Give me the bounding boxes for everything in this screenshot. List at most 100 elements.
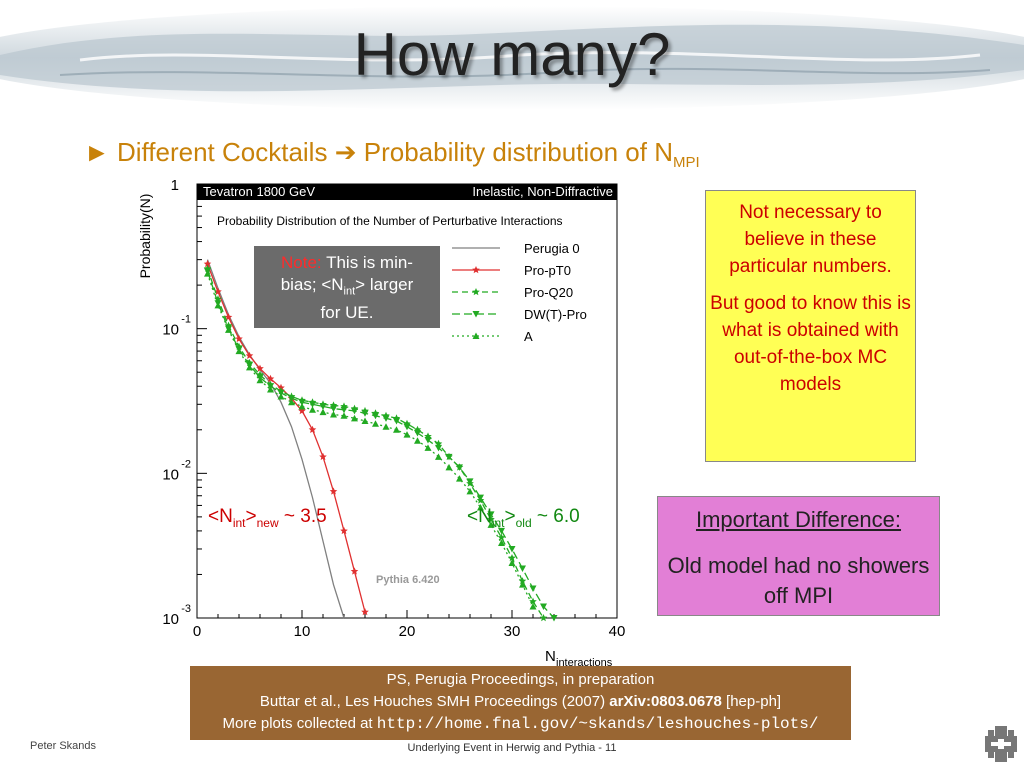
- series-dw-t-pro-point: [288, 395, 295, 402]
- ref-line1: PS, Perugia Proceedings, in preparation: [386, 671, 655, 688]
- series-pro-pt0-point: [361, 608, 369, 616]
- header-banner: [0, 6, 1024, 110]
- series-a-point: [267, 385, 274, 393]
- x-tick-label: 30: [504, 623, 521, 640]
- series-a-point: [351, 414, 358, 422]
- series-dw-t-pro-point: [393, 418, 400, 425]
- note-box: Note: This is min- bias; <Nint> larger f…: [254, 246, 440, 328]
- series-a-point: [309, 406, 316, 413]
- series-pro-pt0-point: [298, 406, 306, 415]
- pink-callout: Important Difference: Old model had no s…: [657, 496, 940, 616]
- series-a-point: [445, 463, 453, 471]
- series-dw-t-pro-point: [351, 407, 358, 415]
- series-dw-t-pro-point: [519, 565, 526, 572]
- series-pro-pt0-point: [256, 364, 264, 372]
- series-a-point: [277, 392, 285, 400]
- series-a-point: [414, 437, 421, 444]
- series-dw-t-pro-point: [414, 430, 421, 437]
- series-dw-t-pro-point: [466, 478, 474, 485]
- series-a-point: [456, 475, 463, 482]
- mean-new-mid: >: [245, 506, 257, 527]
- mean-old-label: <Nint>old ~ 6.0: [467, 506, 580, 530]
- note-line2b: > larger: [355, 275, 414, 294]
- ref-line3-text: More plots collected at: [222, 715, 373, 732]
- series-a-point: [298, 402, 306, 410]
- series-dw-t-pro-point: [330, 405, 337, 413]
- mean-old-pre: <N: [467, 506, 492, 527]
- series-a-point: [319, 408, 327, 416]
- ref-url-link[interactable]: http://home.fnal.gov/~skands/leshouches-…: [376, 715, 819, 733]
- series-pro-q20-point: [508, 554, 516, 562]
- legend-pro-q20-point: [472, 288, 480, 296]
- series-a-point: [256, 376, 264, 384]
- series-pro-pt0-point: [319, 452, 327, 461]
- legend-a-label: A: [524, 329, 533, 344]
- series-a-point: [403, 431, 411, 438]
- series-pro-q20-point: [487, 515, 495, 523]
- bullet-marker-icon: ►: [84, 137, 110, 167]
- y-tick-label: 10: [162, 611, 179, 628]
- header-right-text: Inelastic, Non-Diffractive: [472, 184, 613, 199]
- series-pro-pt0-point: [235, 334, 243, 343]
- yellow-para2: But good to know this is what is obtaine…: [710, 293, 911, 395]
- series-a-point: [246, 363, 253, 371]
- series-dw-t-pro-point: [529, 585, 537, 592]
- mean-new-pre: <N: [208, 506, 233, 527]
- fermilab-logo-icon: [985, 726, 1017, 762]
- footer-author: Peter Skands: [30, 740, 97, 752]
- note-line3: for UE.: [320, 303, 374, 323]
- series-dw-t-pro-point: [372, 412, 379, 420]
- mean-new-sub2: new: [256, 515, 279, 530]
- series-dw-t-pro-point: [298, 399, 306, 406]
- series-dw-t-pro-line: [206, 270, 555, 619]
- series-pro-pt0-point: [224, 313, 233, 321]
- series-dw-t-pro-point: [487, 511, 495, 518]
- mean-old-mid: >: [504, 506, 516, 527]
- mean-new-post: ~ 3.5: [278, 506, 327, 527]
- series-a-point: [372, 420, 379, 427]
- series-pro-q20-point: [539, 614, 548, 622]
- series-dw-t-pro-point: [309, 401, 316, 408]
- ref-line2: Buttar et al., Les Houches SMH Proceedin…: [190, 691, 851, 713]
- series-pro-pt0-point: [329, 487, 338, 495]
- y-axis-label: Probability(N): [137, 194, 153, 279]
- pink-body: Old model had no showers off MPI: [667, 553, 930, 608]
- y-tick-exponent: -1: [181, 314, 191, 326]
- series-a-point: [519, 581, 526, 588]
- x-tick-label: 20: [399, 623, 416, 640]
- bullet-text-b: Probability distribution of N: [363, 137, 673, 167]
- ref-line2-text: Buttar et al., Les Houches SMH Proceedin…: [259, 693, 606, 710]
- series-pro-pt0-point: [214, 287, 222, 295]
- series-dw-t-pro-point: [319, 403, 327, 410]
- series-a-point: [340, 412, 348, 419]
- chart-title: Probability Distribution of the Number o…: [217, 214, 563, 228]
- note-label: Note:: [281, 253, 322, 272]
- series-a-point: [508, 559, 516, 566]
- series-a-point: [477, 504, 484, 511]
- y-tick-exponent: -2: [181, 458, 191, 470]
- series-dw-t-pro-point: [361, 410, 369, 417]
- series-pro-pt0-point: [308, 425, 317, 433]
- y-tick-label: 10: [162, 466, 179, 483]
- series-pro-pt0-point: [266, 374, 275, 383]
- ref-line2-tail: [hep-ph]: [726, 693, 782, 710]
- series-dw-t-pro-point: [508, 545, 516, 553]
- series-pro-q20-point: [518, 577, 527, 585]
- series-a-point: [498, 539, 505, 546]
- ref-line3: More plots collected at http://home.fnal…: [190, 713, 851, 735]
- series-a-point: [214, 301, 222, 309]
- mean-old-sub1: int: [491, 515, 505, 530]
- legend-a-point: [472, 332, 480, 339]
- footer-slide-info: Underlying Event in Herwig and Pythia - …: [407, 742, 617, 754]
- mean-old-sub2: old: [515, 515, 532, 530]
- series-dw-t-pro-point: [498, 527, 505, 535]
- series-dw-t-pro-point: [456, 464, 463, 471]
- series-a-point: [235, 347, 243, 355]
- series-a-point: [435, 453, 442, 460]
- series-a-point: [529, 603, 537, 610]
- y-tick-label: 1: [171, 180, 179, 194]
- slide-title: How many?: [353, 21, 671, 88]
- series-a-point: [466, 487, 474, 495]
- yellow-callout: Not necessary to believe in these partic…: [705, 190, 916, 462]
- yellow-para1: Not necessary to believe in these partic…: [729, 202, 892, 277]
